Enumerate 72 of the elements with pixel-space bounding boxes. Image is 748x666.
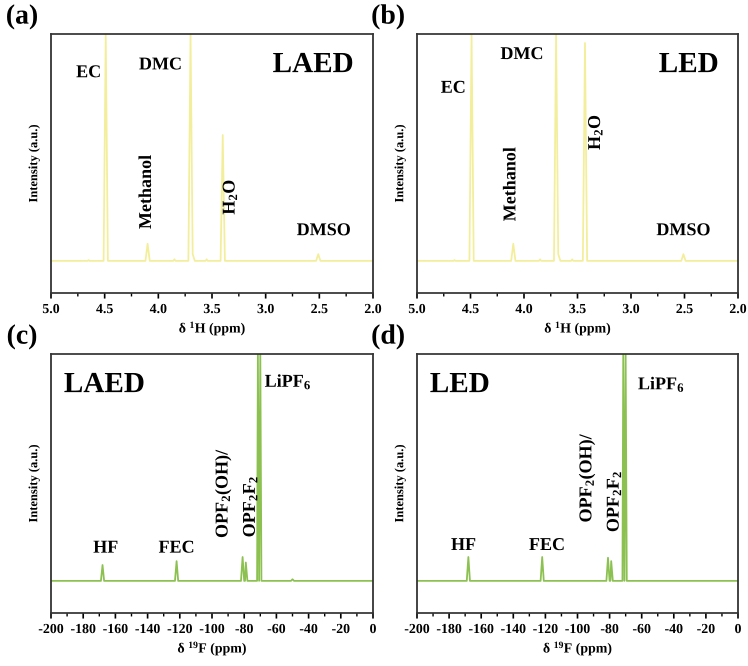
x-tick-label: -100 bbox=[200, 624, 224, 634]
annotation: DMSO bbox=[656, 223, 710, 236]
annotation: OPF$_{2}$(OH)/ bbox=[578, 434, 596, 522]
x-tick-label: -60 bbox=[268, 624, 286, 634]
annotation: H$_{2}$O bbox=[588, 116, 602, 150]
x-tick-label: -20 bbox=[332, 624, 350, 634]
x-tick-label: -120 bbox=[533, 624, 558, 634]
x-tick-label: 0 bbox=[370, 624, 376, 634]
x-tick-label: 2.0 bbox=[364, 304, 382, 314]
x-tick-label: 4.0 bbox=[150, 304, 166, 314]
x-tick-label: 5.0 bbox=[408, 304, 426, 314]
x-axis-title: δ $^{1}$H (ppm) bbox=[179, 322, 245, 336]
x-tick-label: -120 bbox=[168, 624, 192, 634]
annotation: FEC bbox=[158, 540, 194, 553]
annotation: EC bbox=[441, 80, 464, 93]
annotation: HF bbox=[451, 538, 476, 550]
chart-title: (d) bbox=[372, 324, 404, 350]
annotation: OPF$_{2}$F$_{2}$ bbox=[606, 472, 622, 532]
annotation: Methanol bbox=[138, 155, 152, 229]
x-axis-title: δ $^{1}$H (ppm) bbox=[544, 322, 610, 336]
chart-subtitle: LED bbox=[659, 52, 718, 72]
x-tick-label: -200 bbox=[404, 624, 430, 634]
annotation: OPF$_{2}$F$_{2}$ bbox=[242, 477, 258, 536]
x-tick-label: 5.0 bbox=[42, 304, 60, 314]
x-tick-label: 3.5 bbox=[204, 304, 220, 314]
annotation: FEC bbox=[529, 538, 564, 550]
chart-title: (a) bbox=[7, 4, 37, 30]
x-tick-label: -160 bbox=[103, 624, 128, 634]
annotation: H$_{2}$O bbox=[222, 180, 238, 214]
x-tick-label: 2.0 bbox=[730, 304, 746, 314]
chart-subtitle: LED bbox=[430, 372, 488, 392]
annotation: DMSO bbox=[296, 223, 350, 236]
x-tick-label: 3.0 bbox=[622, 304, 640, 314]
annotation: HF bbox=[94, 540, 118, 553]
x-tick-label: 2.5 bbox=[676, 304, 693, 314]
x-tick-label: 3.5 bbox=[569, 304, 586, 314]
chart-subtitle: LAED bbox=[64, 372, 144, 392]
x-tick-label: -160 bbox=[468, 624, 494, 634]
x-tick-label: 3.0 bbox=[258, 304, 274, 314]
annotation: LiPF$_{6}$ bbox=[264, 374, 310, 390]
y-axis-title: Intensity (a.u.) bbox=[394, 444, 406, 522]
chart-title: (b) bbox=[372, 4, 404, 30]
x-tick-label: -40 bbox=[300, 624, 318, 634]
x-tick-label: -20 bbox=[697, 624, 715, 634]
x-tick-label: -200 bbox=[38, 624, 64, 634]
x-tick-label: -180 bbox=[436, 624, 462, 634]
x-tick-label: -140 bbox=[135, 624, 160, 634]
x-tick-label: -60 bbox=[632, 624, 650, 634]
x-axis-title: δ $^{19}$F (ppm) bbox=[543, 642, 612, 656]
annotation: EC bbox=[76, 65, 100, 78]
annotation: OPF$_{2}$(OH)/ bbox=[214, 450, 232, 538]
annotation: DMC bbox=[500, 47, 542, 60]
y-axis-title: Intensity (a.u.) bbox=[28, 444, 40, 522]
annotation: LiPF$_{6}$ bbox=[638, 376, 684, 392]
x-tick-label: 2.5 bbox=[311, 304, 328, 314]
x-tick-label: -80 bbox=[235, 624, 253, 634]
x-tick-label: -80 bbox=[600, 624, 618, 634]
y-axis-title: Intensity (a.u.) bbox=[28, 124, 40, 202]
x-tick-label: 4.5 bbox=[462, 304, 479, 314]
annotation: DMC bbox=[139, 57, 181, 70]
x-tick-label: 0 bbox=[735, 624, 741, 634]
chart-subtitle: LAED bbox=[273, 52, 352, 72]
x-tick-label: -40 bbox=[665, 624, 683, 634]
x-tick-label: 4.0 bbox=[516, 304, 532, 314]
x-tick-label: -140 bbox=[501, 624, 526, 634]
y-axis-title: Intensity (a.u.) bbox=[394, 124, 406, 202]
x-axis-title: δ $^{19}$F (ppm) bbox=[178, 642, 246, 656]
annotation: Methanol bbox=[502, 147, 516, 222]
chart-title: (c) bbox=[8, 324, 36, 350]
x-tick-label: 4.5 bbox=[96, 304, 113, 314]
x-tick-label: -100 bbox=[565, 624, 590, 634]
x-tick-label: -180 bbox=[70, 624, 96, 634]
